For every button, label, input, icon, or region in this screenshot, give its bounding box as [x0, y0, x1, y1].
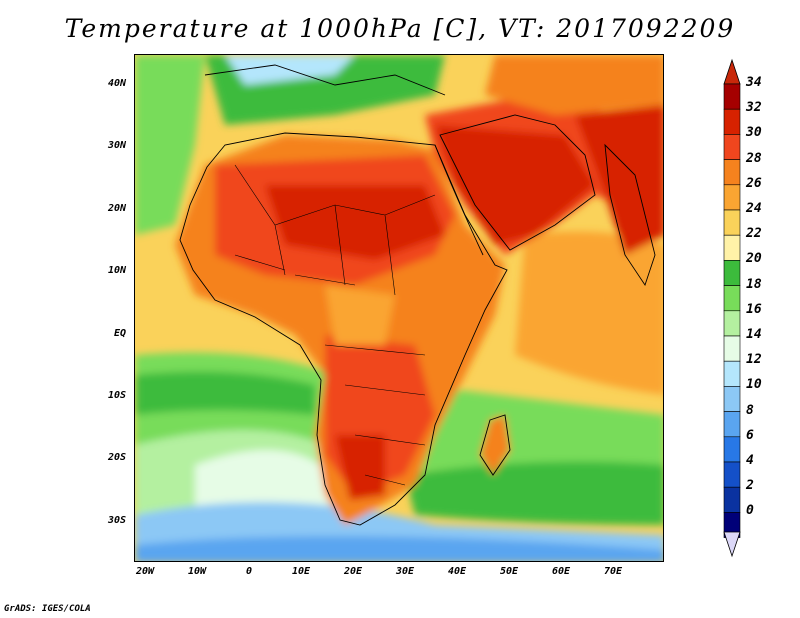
atlantic-green-north — [135, 55, 205, 235]
lat-label-20s: 20S — [107, 452, 126, 463]
iran-warm — [485, 55, 663, 115]
ocean-green-southeast — [405, 461, 663, 525]
lon-label-20e: 20E — [343, 566, 363, 577]
colorbar-cell — [723, 335, 741, 362]
lat-label-10n: 10N — [107, 265, 126, 276]
lat-label-eq: EQ — [113, 328, 126, 339]
colorbar-label: 0 — [746, 503, 754, 519]
colorbar-label: 14 — [746, 327, 762, 342]
arabia-coastline — [439, 114, 596, 251]
colorbar-label: 12 — [746, 352, 762, 368]
india-hot — [575, 105, 663, 255]
lat-label-10s: 10S — [107, 390, 126, 401]
lon-label-40e: 40E — [447, 566, 467, 577]
colorbar-cell — [723, 209, 741, 236]
colorbar-cell — [723, 285, 741, 312]
colorbar-label: 6 — [746, 427, 754, 443]
madagascar-coast — [479, 414, 511, 476]
red-sea-coast — [434, 144, 484, 256]
colorbar-cell — [723, 360, 741, 387]
country-borders — [234, 164, 436, 486]
sahara-hottest — [265, 185, 445, 260]
colorbar-label: 32 — [746, 100, 762, 116]
colorbar-label: 34 — [746, 75, 762, 90]
colorbar-bottom-triangle — [723, 531, 741, 558]
colorbar-label: 20 — [746, 251, 762, 267]
colorbar-cell — [723, 486, 741, 513]
indian-ocean-warm — [515, 231, 663, 395]
lon-label-10w: 10W — [187, 566, 207, 577]
colorbar-label: 16 — [746, 301, 762, 317]
colorbar-label: 30 — [746, 125, 762, 141]
colorbar-cell — [723, 436, 741, 463]
colorbar-cell — [723, 310, 741, 337]
lon-label-30e: 30E — [395, 566, 415, 577]
colorbar-label: 24 — [746, 201, 762, 216]
colorbar-label: 28 — [746, 150, 762, 166]
colorbar-cell — [723, 234, 741, 261]
colorbar-top-triangle — [723, 58, 741, 85]
lon-label-0: 0 — [245, 566, 253, 577]
lon-label-10e: 10E — [291, 566, 311, 577]
lat-label-20n: 20N — [107, 203, 126, 214]
colorbar — [723, 58, 741, 558]
colorbar-label: 2 — [746, 478, 754, 494]
lon-label-60e: 60E — [551, 566, 571, 577]
colorbar-cell — [723, 159, 741, 186]
ocean-green-band-dark — [135, 371, 315, 415]
ocean-blue-deep — [135, 536, 663, 561]
temperature-map — [134, 54, 664, 562]
lat-label-30s: 30S — [107, 515, 126, 526]
colorbar-cell — [723, 461, 741, 488]
colorbar-cell — [723, 386, 741, 412]
colorbar-label: 22 — [746, 226, 762, 242]
colorbar-cell — [723, 108, 741, 135]
arabia-hottest — [435, 125, 595, 245]
congo-mild — [325, 285, 395, 345]
colorbar-label: 10 — [746, 377, 762, 393]
lat-label-40n: 40N — [107, 78, 126, 89]
colorbar-cell — [723, 134, 741, 160]
colorbar-cell — [723, 411, 741, 438]
map-title: Temperature at 1000hPa [C], VT: 20170922… — [64, 14, 736, 43]
india-coastline — [604, 143, 656, 287]
kalahari-hottest — [335, 435, 385, 500]
lon-label-50e: 50E — [499, 566, 519, 577]
lat-label-30n: 30N — [107, 140, 126, 151]
lon-label-70e: 70E — [603, 566, 623, 577]
colorbar-cell — [723, 260, 741, 286]
europe-coast — [204, 64, 446, 96]
colorbar-label: 26 — [746, 175, 762, 191]
lon-label-20w: 20W — [135, 566, 155, 577]
colorbar-cell — [723, 184, 741, 211]
colorbar-label: 8 — [746, 402, 754, 418]
colorbar-label: 18 — [746, 276, 762, 292]
colorbar-cell — [723, 83, 741, 110]
credit-text: GrADS: IGES/COLA — [4, 604, 91, 614]
colorbar-label: 4 — [746, 453, 754, 468]
